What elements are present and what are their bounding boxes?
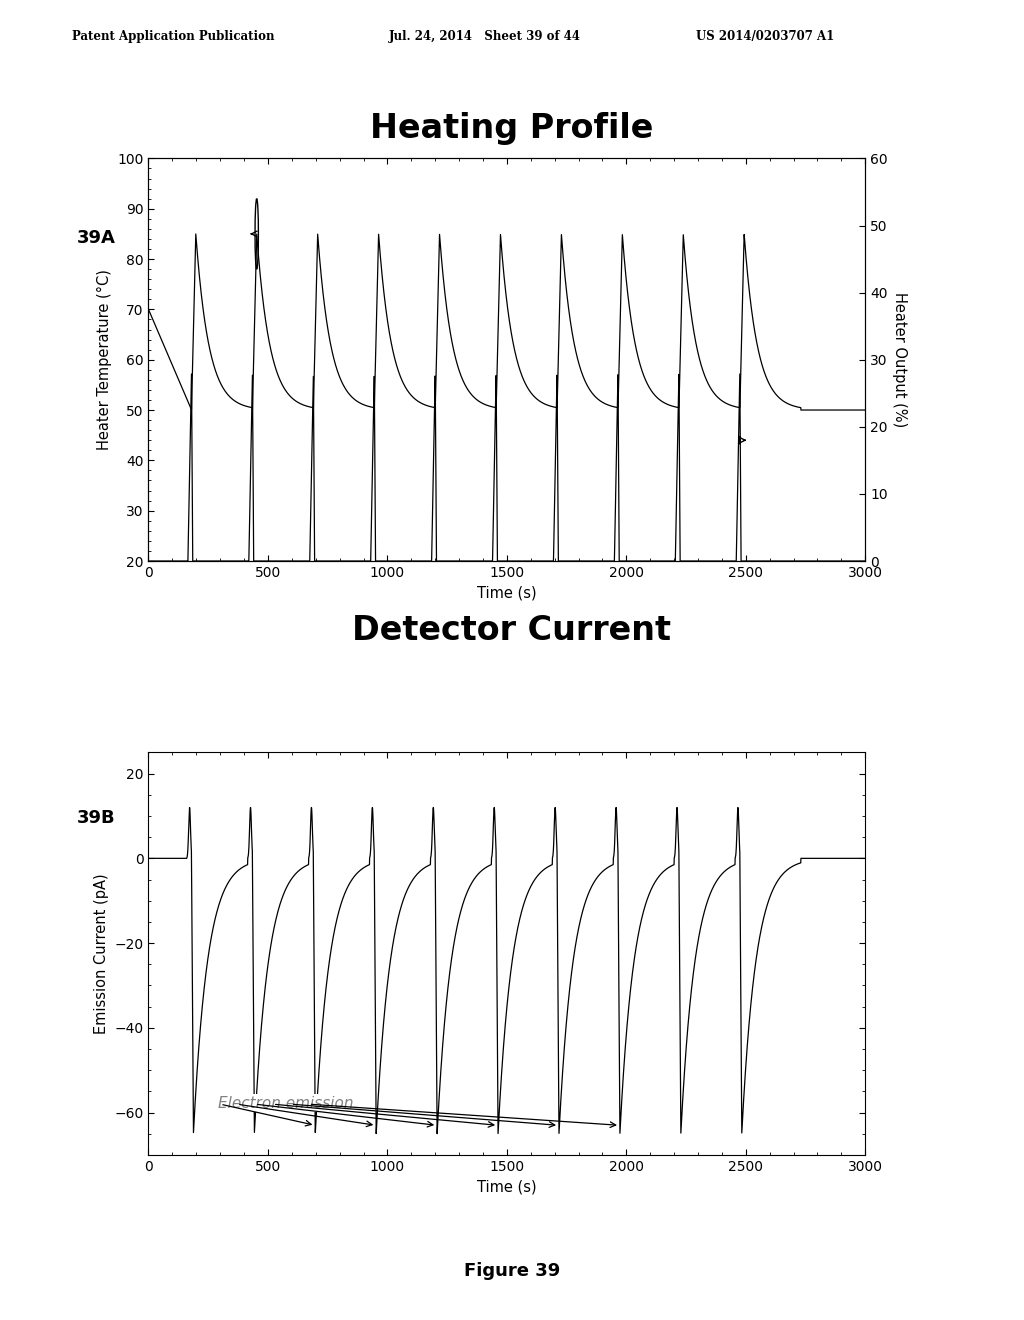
Text: Detector Current: Detector Current bbox=[352, 614, 672, 647]
Text: Figure 39: Figure 39 bbox=[464, 1262, 560, 1280]
Y-axis label: Heater Temperature (°C): Heater Temperature (°C) bbox=[96, 269, 112, 450]
Y-axis label: Heater Output (%): Heater Output (%) bbox=[892, 292, 907, 428]
Text: 39B: 39B bbox=[77, 809, 116, 828]
Y-axis label: Emission Current (pA): Emission Current (pA) bbox=[94, 874, 109, 1034]
Text: Heating Profile: Heating Profile bbox=[371, 112, 653, 145]
X-axis label: Time (s): Time (s) bbox=[477, 1179, 537, 1195]
Text: Electron emission: Electron emission bbox=[218, 1096, 353, 1110]
Text: US 2014/0203707 A1: US 2014/0203707 A1 bbox=[696, 30, 835, 44]
X-axis label: Time (s): Time (s) bbox=[477, 585, 537, 601]
Text: Patent Application Publication: Patent Application Publication bbox=[72, 30, 274, 44]
Text: 39A: 39A bbox=[77, 228, 116, 247]
Text: Jul. 24, 2014   Sheet 39 of 44: Jul. 24, 2014 Sheet 39 of 44 bbox=[389, 30, 582, 44]
